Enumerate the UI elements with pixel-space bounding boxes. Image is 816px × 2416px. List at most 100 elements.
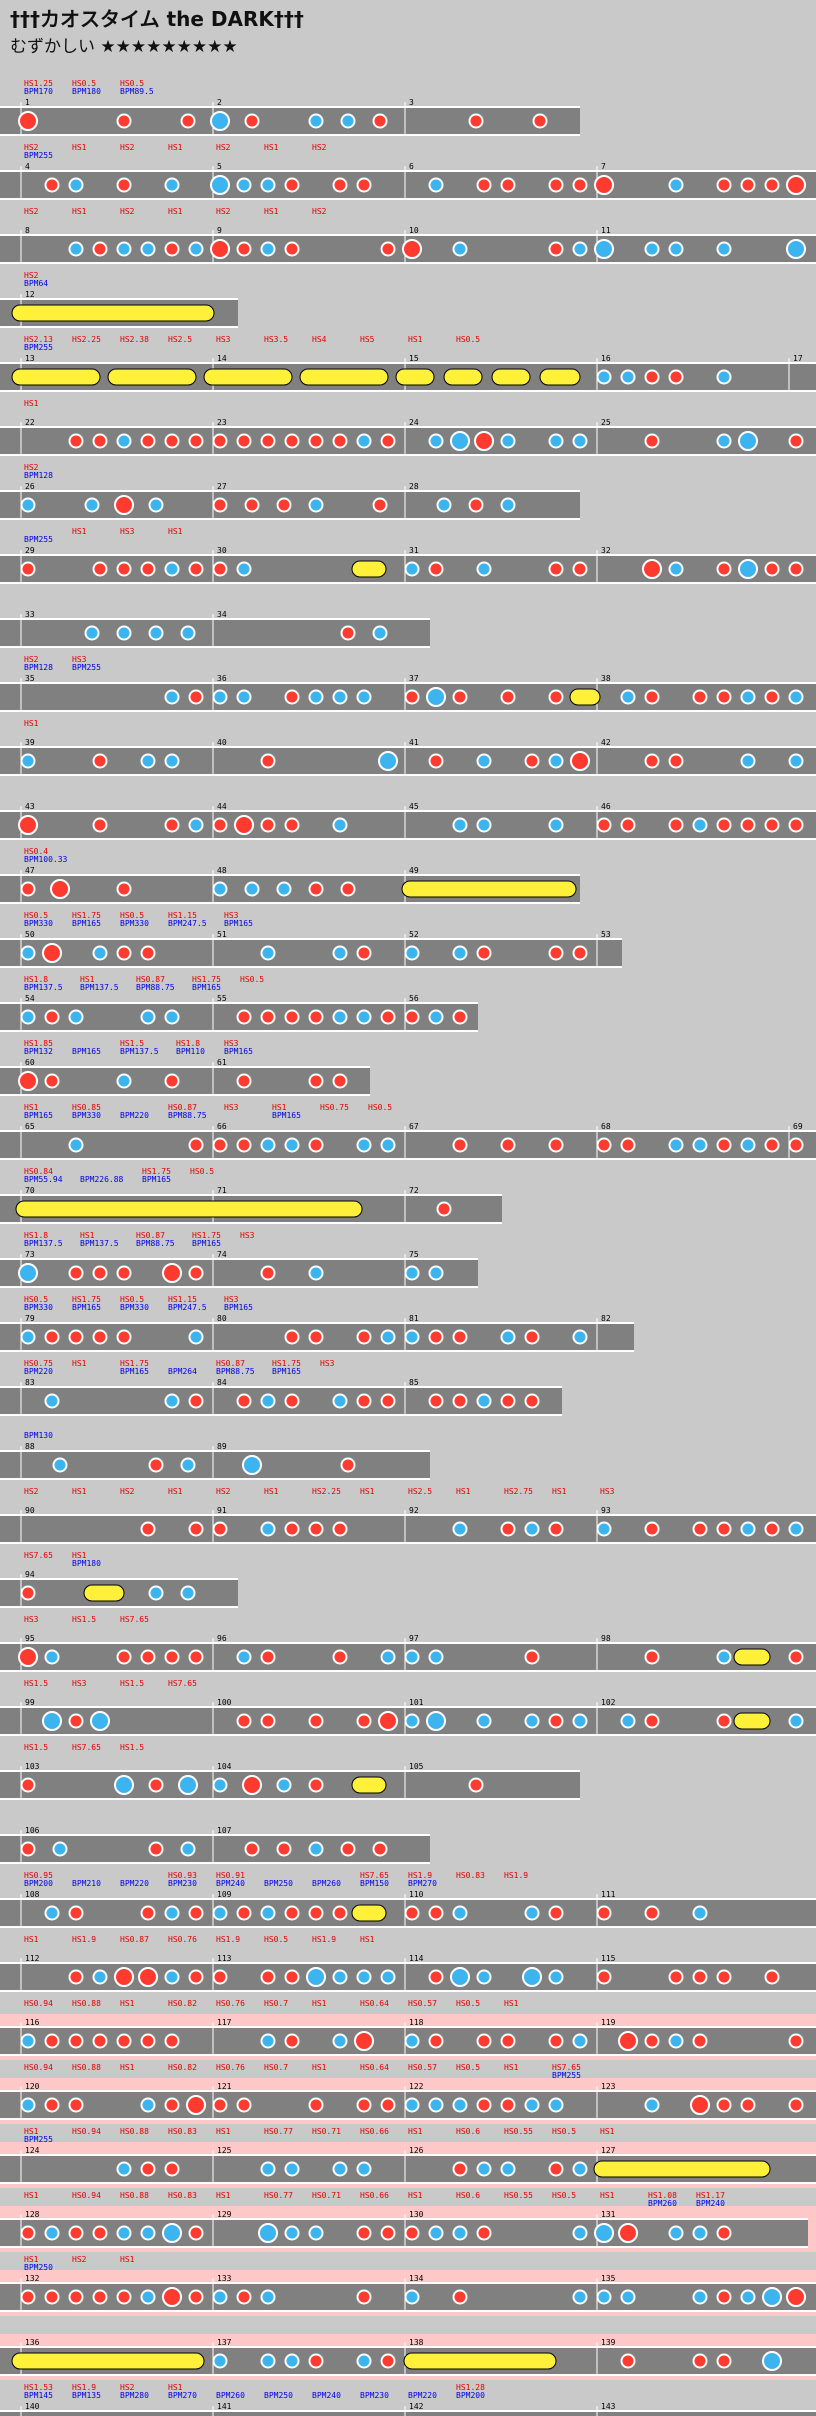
don-note — [356, 2097, 372, 2113]
don-note — [260, 1009, 276, 1025]
don-note — [114, 1967, 134, 1987]
ka-note — [212, 1777, 228, 1793]
ka-note — [788, 753, 804, 769]
hs-label: HS1.5 — [120, 1039, 144, 1048]
hs-label: HS1.9 — [72, 1935, 96, 1944]
don-note — [236, 2289, 252, 2305]
ka-note — [404, 1265, 420, 1281]
measure-number: 42 — [601, 738, 611, 747]
don-note — [524, 1649, 540, 1665]
don-note — [644, 1649, 660, 1665]
ka-note — [356, 689, 372, 705]
hs-label: HS0.55 — [504, 2127, 533, 2136]
hs-label: HS0.87 — [216, 1359, 245, 1368]
ka-note — [380, 1649, 396, 1665]
ka-note — [450, 1967, 470, 1987]
don-note — [428, 1393, 444, 1409]
measure-number: 84 — [217, 1378, 227, 1387]
measure-number: 67 — [409, 1122, 419, 1131]
ka-note — [260, 2161, 276, 2177]
ka-note — [404, 945, 420, 961]
measure-number: 99 — [25, 1698, 35, 1707]
don-note — [644, 1713, 660, 1729]
don-note — [188, 2225, 204, 2241]
don-note — [308, 1521, 324, 1537]
ka-note — [476, 753, 492, 769]
don-note — [764, 817, 780, 833]
measure-number: 121 — [217, 2082, 232, 2091]
measure-number: 30 — [217, 546, 227, 555]
don-note — [668, 817, 684, 833]
hs-label: HS0.66 — [360, 2191, 389, 2200]
don-note — [716, 2097, 732, 2113]
hs-label: HS0.75 — [320, 1103, 349, 1112]
don-note — [188, 689, 204, 705]
don-note — [308, 1073, 324, 1089]
don-note — [468, 1777, 484, 1793]
don-note — [140, 433, 156, 449]
ka-note — [212, 1905, 228, 1921]
ka-note — [452, 2225, 468, 2241]
don-note — [428, 1905, 444, 1921]
bpm-label: BPM165 — [72, 1303, 101, 1312]
bpm-label: BPM110 — [176, 1047, 205, 1056]
measure-number: 8 — [25, 226, 30, 235]
don-note — [244, 1841, 260, 1857]
ka-note — [404, 2289, 420, 2305]
ka-note — [404, 1329, 420, 1345]
hs-label: HS1.8 — [24, 975, 48, 984]
roll-note — [351, 1904, 387, 1922]
don-note — [476, 177, 492, 193]
ka-note — [762, 2287, 782, 2307]
measure-number: 101 — [409, 1698, 424, 1707]
ka-note — [116, 241, 132, 257]
hs-label: HS1 — [168, 527, 183, 536]
don-note — [140, 2033, 156, 2049]
bpm-label: BPM255 — [72, 663, 101, 672]
don-note — [284, 1393, 300, 1409]
don-note — [188, 1905, 204, 1921]
don-note — [332, 1905, 348, 1921]
ka-note — [20, 497, 36, 513]
don-note — [162, 2287, 182, 2307]
hs-label: HS0.87 — [136, 975, 165, 984]
measure-number: 75 — [409, 1250, 419, 1259]
don-note — [92, 1265, 108, 1281]
hs-label: HS0.5 — [552, 2191, 576, 2200]
ka-note — [572, 2161, 588, 2177]
don-note — [68, 2097, 84, 2113]
ka-note — [140, 2289, 156, 2305]
hs-label: HS0.57 — [408, 1999, 437, 2008]
hs-label: HS1.5 — [120, 1679, 144, 1688]
measure-number: 125 — [217, 2146, 232, 2155]
ka-note — [20, 2097, 36, 2113]
hs-label: HS1 — [264, 143, 279, 152]
measure-number: 1 — [25, 98, 30, 107]
ka-note — [740, 2289, 756, 2305]
don-note — [244, 113, 260, 129]
ka-note — [340, 113, 356, 129]
don-note — [236, 433, 252, 449]
hs-label: HS0.76 — [216, 2063, 245, 2072]
ka-note — [52, 1457, 68, 1473]
don-note — [308, 1777, 324, 1793]
don-note — [236, 2097, 252, 2113]
ka-note — [524, 1905, 540, 1921]
don-note — [210, 239, 230, 259]
ka-note — [452, 241, 468, 257]
lane — [0, 428, 816, 454]
ka-note — [426, 1711, 446, 1731]
ka-note — [284, 2161, 300, 2177]
ka-note — [84, 625, 100, 641]
hs-label: HS3 — [224, 911, 239, 920]
hs-label: HS1 — [168, 1487, 183, 1496]
don-note — [548, 1713, 564, 1729]
hs-label: HS2 — [120, 2383, 135, 2392]
don-note — [92, 2033, 108, 2049]
don-note — [212, 1137, 228, 1153]
don-note — [212, 1521, 228, 1537]
don-note — [308, 881, 324, 897]
measure-number: 95 — [25, 1634, 35, 1643]
don-note — [620, 2353, 636, 2369]
don-note — [596, 1905, 612, 1921]
